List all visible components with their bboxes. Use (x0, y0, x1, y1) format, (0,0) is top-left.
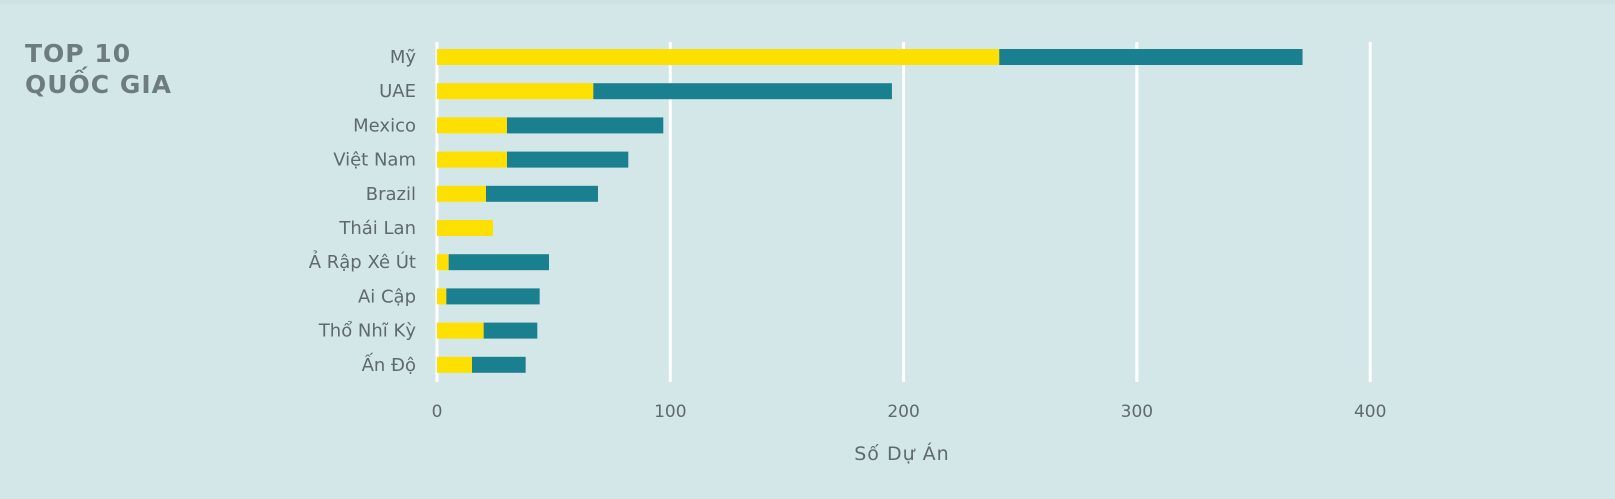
x-tick-label: 100 (654, 402, 686, 422)
x-tick-label: 400 (1354, 402, 1386, 422)
bar-segment-series-2 (483, 322, 538, 339)
bar-segment-series-1 (437, 322, 484, 339)
bar-segment-series-2 (506, 117, 664, 134)
bar-segment-series-1 (437, 254, 449, 271)
top-border (0, 0, 1615, 4)
category-label: Ai Cập (358, 286, 416, 307)
x-tick-label: 0 (432, 402, 443, 422)
category-label: Thái Lan (338, 218, 416, 239)
title-line-2: QUỐC GIA (25, 70, 173, 99)
category-label: Việt Nam (333, 150, 416, 171)
bar-segment-series-2 (999, 49, 1303, 65)
bar-segment-series-2 (485, 185, 598, 202)
category-label: Mexico (353, 115, 416, 136)
category-label: UAE (379, 81, 416, 102)
bar-segment-series-2 (446, 288, 540, 305)
category-labels: Mỹ UAE Mexico Việt Nam Brazil Thái Lan Ả Rập X… (309, 47, 417, 376)
bar-segment-series-1 (437, 151, 507, 168)
chart-title: TOP 10 QUỐC GIA (25, 38, 172, 100)
bar-segment-series-1 (437, 83, 594, 100)
bar-segment-series-1 (437, 49, 1000, 65)
bar-segment-series-2 (506, 151, 629, 168)
category-label: Ả Rập Xê Út (309, 250, 416, 273)
bar-segment-series-2 (593, 83, 892, 100)
bar-segment-series-1 (437, 220, 493, 236)
category-label: Brazil (366, 184, 416, 205)
category-label: Mỹ (390, 47, 417, 68)
bar-segment-series-1 (437, 185, 486, 202)
bar-segment-series-2 (448, 254, 549, 271)
x-tick-label: 300 (1121, 402, 1153, 422)
title-line-1: TOP 10 (25, 39, 132, 68)
bar-segment-series-2 (471, 356, 526, 373)
bar-segment-series-1 (437, 356, 472, 373)
category-label: Ấn Độ (362, 352, 416, 376)
bars (437, 49, 1303, 373)
bar-segment-series-1 (437, 288, 447, 305)
tick-labels: 0 100 200 300 400 (432, 402, 1387, 422)
bar-segment-series-1 (437, 117, 507, 134)
x-axis-label: Số Dự Án (854, 442, 949, 465)
x-tick-label: 200 (887, 402, 919, 422)
category-label: Thổ Nhĩ Kỳ (318, 321, 417, 342)
